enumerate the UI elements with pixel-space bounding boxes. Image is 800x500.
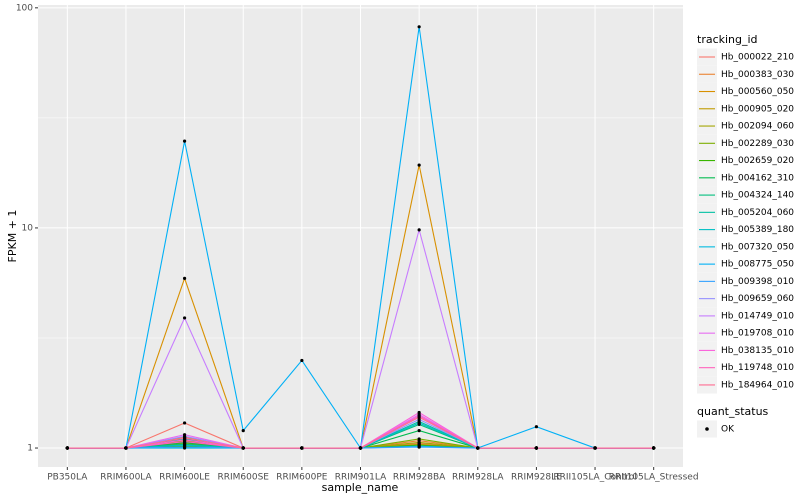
x-tick-label: RRIM928LA: [452, 473, 504, 483]
legend-point: [705, 427, 709, 431]
legend-label: Hb_014749_010: [721, 311, 794, 321]
point: [182, 139, 187, 143]
point: [182, 433, 187, 437]
point: [417, 445, 421, 449]
point: [417, 410, 421, 415]
legend-label: Hb_038135_010: [721, 346, 794, 356]
point: [300, 358, 304, 363]
legend-label: OK: [721, 425, 735, 435]
legend-label: Hb_004324_140: [721, 191, 794, 201]
point: [182, 421, 187, 425]
x-tick-label: RRII105LA_Stressed: [609, 473, 699, 483]
x-tick-label: RRIM600SE: [217, 473, 269, 483]
point: [182, 436, 187, 440]
legend-label: Hb_002659_020: [721, 156, 794, 166]
legend-label: Hb_009398_010: [721, 277, 794, 287]
point: [417, 228, 421, 232]
point: [65, 446, 69, 450]
point: [417, 429, 421, 433]
legend-label: Hb_009659_060: [721, 294, 794, 304]
legend-label: Hb_005389_180: [721, 225, 794, 235]
point: [182, 445, 187, 449]
point: [241, 429, 245, 433]
legend-label: Hb_019708_010: [721, 329, 794, 339]
point-legend-title: quant_status: [697, 405, 769, 418]
point: [124, 446, 128, 450]
legend-label: Hb_184964_010: [721, 380, 794, 390]
legend-label: Hb_004162_310: [721, 173, 794, 183]
point: [417, 25, 421, 29]
point: [417, 437, 421, 441]
point: [534, 425, 539, 429]
point: [417, 421, 421, 425]
point: [182, 439, 187, 444]
point: [417, 415, 421, 419]
point: [417, 163, 421, 167]
x-tick-label: PB350LA: [47, 473, 88, 483]
y-tick-label: 100: [16, 3, 33, 13]
legend-label: Hb_000022_210: [721, 53, 794, 63]
x-tick-label: RRIM901LA: [335, 473, 387, 483]
point: [534, 446, 539, 450]
point: [300, 446, 304, 450]
legend-title: tracking_id: [697, 33, 758, 46]
point: [593, 446, 597, 450]
point: [182, 276, 187, 280]
legend-label: Hb_002289_030: [721, 139, 794, 149]
legend-label: Hb_005204_060: [721, 208, 794, 218]
x-tick-label: RRIM928BA: [393, 473, 446, 483]
point: [417, 440, 421, 445]
legend-label: Hb_008775_050: [721, 260, 794, 270]
x-tick-label: RRIM600LA: [100, 473, 152, 483]
point: [182, 316, 187, 320]
point: [652, 446, 656, 450]
point: [358, 446, 363, 450]
legend-label: Hb_000560_050: [721, 87, 794, 97]
x-tick-label: RRII105LA_Control: [553, 473, 636, 483]
y-axis-label: FPKM + 1: [6, 210, 19, 263]
legend-label: Hb_000383_030: [721, 70, 794, 80]
x-tick-label: RRIM600PE: [276, 473, 328, 483]
x-tick-label: RRIM600LE: [159, 473, 210, 483]
legend-label: Hb_007320_050: [721, 242, 794, 252]
point: [476, 446, 480, 450]
y-tick-label: 10: [22, 223, 34, 233]
x-tick-label: RRIM928LE: [511, 473, 562, 483]
x-axis-label: sample_name: [322, 481, 399, 494]
legend-label: Hb_000905_020: [721, 104, 794, 114]
point: [241, 446, 245, 450]
y-tick-label: 1: [27, 444, 33, 454]
legend-label: Hb_002094_060: [721, 122, 794, 132]
legend-label: Hb_119748_010: [721, 363, 794, 373]
